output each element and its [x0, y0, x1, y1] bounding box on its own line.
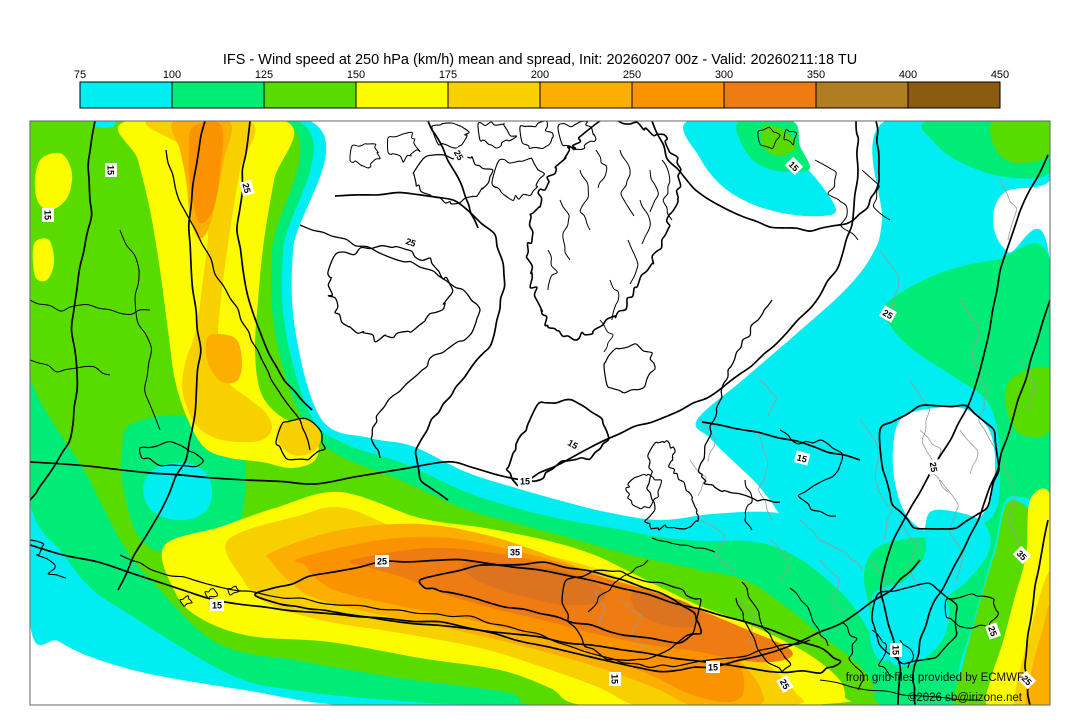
svg-text:25: 25 [377, 557, 387, 567]
svg-text:25: 25 [240, 182, 252, 194]
svg-text:15: 15 [520, 477, 530, 487]
svg-text:15: 15 [43, 210, 53, 220]
svg-text:100: 100 [163, 69, 181, 81]
svg-text:250: 250 [623, 69, 641, 81]
svg-text:15: 15 [891, 645, 901, 655]
svg-text:15: 15 [708, 663, 718, 673]
svg-text:15: 15 [610, 674, 620, 684]
svg-text:175: 175 [439, 69, 457, 81]
svg-text:25: 25 [986, 625, 999, 638]
svg-text:25: 25 [778, 677, 792, 691]
svg-text:IFS - Wind speed at 250 hPa (k: IFS - Wind speed at 250 hPa (km/h) mean … [223, 52, 857, 68]
svg-text:15: 15 [106, 165, 116, 175]
svg-text:15: 15 [566, 438, 580, 452]
svg-text:©2026 sb@irizone.net: ©2026 sb@irizone.net [908, 692, 1023, 704]
svg-text:300: 300 [715, 69, 733, 81]
svg-text:25: 25 [404, 236, 417, 249]
svg-text:400: 400 [899, 69, 917, 81]
svg-text:15: 15 [212, 601, 222, 611]
svg-text:15: 15 [796, 452, 808, 464]
svg-text:75: 75 [74, 69, 86, 81]
svg-text:350: 350 [807, 69, 825, 81]
svg-text:25: 25 [928, 461, 940, 473]
svg-text:450: 450 [991, 69, 1009, 81]
svg-text:from grib files provided by EC: from grib files provided by ECMWF [846, 672, 1024, 684]
svg-text:150: 150 [347, 69, 365, 81]
svg-text:25: 25 [881, 308, 895, 322]
svg-text:125: 125 [255, 69, 273, 81]
svg-text:25: 25 [452, 148, 466, 162]
svg-text:200: 200 [531, 69, 549, 81]
svg-text:35: 35 [510, 548, 520, 558]
